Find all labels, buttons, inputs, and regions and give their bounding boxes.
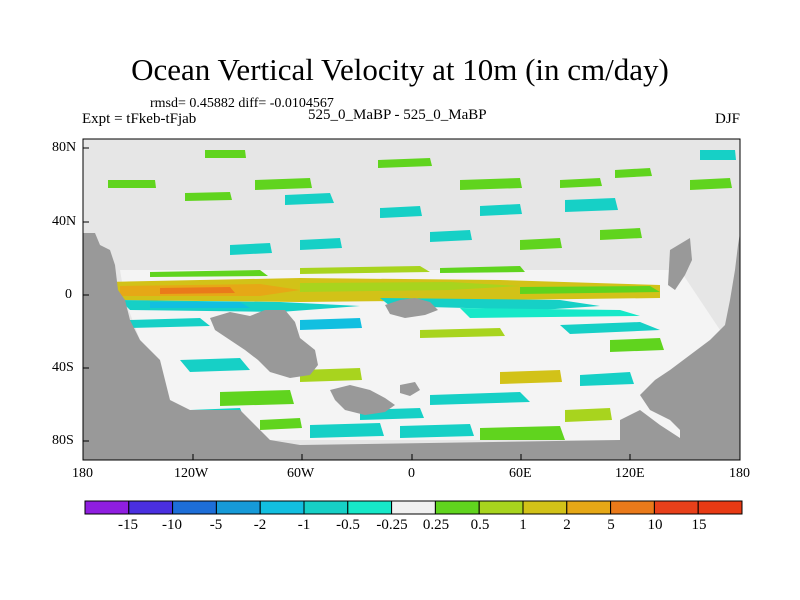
colorbar-label: 15	[691, 517, 707, 533]
colorbar-swatch	[128, 500, 174, 515]
colorbar-label: 0.25	[422, 517, 450, 533]
land-island-southcentral	[400, 382, 420, 396]
colorbar-label: -5	[209, 517, 223, 533]
lon-label-60w: 60W	[287, 466, 315, 481]
lon-label-120w: 120W	[174, 466, 209, 481]
land-west-continent	[83, 233, 300, 460]
lat-label-80s: 80S	[52, 433, 74, 448]
land-central-continent	[210, 310, 318, 378]
land-northeast-island	[668, 238, 692, 290]
lat-ticks	[83, 147, 89, 442]
colorbar-label: 5	[607, 517, 615, 533]
colorbar-swatch	[303, 500, 349, 515]
colorbar-label: 10	[647, 517, 663, 533]
lon-label-180-east: 180	[729, 466, 750, 481]
colorbar-swatch	[391, 500, 436, 515]
contour-patches	[105, 150, 736, 440]
lat-label-80n: 80N	[52, 140, 77, 155]
lat-label-40n: 40N	[52, 214, 77, 229]
land-east-continent	[620, 233, 740, 460]
colorbar-swatch	[84, 500, 130, 515]
season-label: DJF	[714, 111, 740, 127]
colorbar-swatch	[653, 500, 699, 515]
colorbar-label: -0.5	[336, 517, 360, 533]
lon-label-120e: 120E	[615, 466, 645, 481]
colorbar-swatch	[347, 500, 393, 515]
colorbar-label: -10	[162, 517, 182, 533]
colorbar-label: -1	[297, 517, 311, 533]
lat-label-40s: 40S	[52, 360, 74, 375]
colorbar	[84, 500, 743, 515]
lat-label-0: 0	[65, 287, 72, 302]
experiment-label: Expt = tFkeb-tFjab	[82, 111, 197, 127]
colorbar-swatch	[610, 500, 655, 515]
land-antarctic-coast	[300, 440, 620, 460]
land-island-equatorial	[385, 298, 438, 318]
colorbar-swatch	[566, 500, 612, 515]
colorbar-swatch	[478, 500, 524, 515]
colorbar-label: -15	[118, 517, 138, 533]
colorbar-label: -2	[253, 517, 267, 533]
lon-label-180-west: 180	[72, 466, 93, 481]
colorbar-swatch	[215, 500, 261, 515]
colorbar-label: 1	[519, 517, 527, 533]
colorbar-swatch	[697, 500, 743, 515]
stats-line: rmsd= 0.45882 diff= -0.0104567	[150, 96, 334, 111]
land-masses	[83, 233, 740, 460]
colorbar-label: -0.25	[376, 517, 408, 533]
land-island-southwest	[330, 385, 395, 415]
colorbar-swatch	[172, 500, 217, 515]
chart-title: Ocean Vertical Velocity at 10m (in cm/da…	[131, 52, 669, 87]
colorbar-swatch	[259, 500, 305, 515]
colorbar-label: 0.5	[470, 517, 490, 533]
colorbar-swatch	[434, 500, 480, 515]
case-label: 525_0_MaBP - 525_0_MaBP	[308, 107, 487, 123]
colorbar-swatch	[522, 500, 568, 515]
lon-label-60e: 60E	[509, 466, 532, 481]
lon-ticks	[192, 454, 631, 460]
lon-label-0: 0	[408, 466, 415, 481]
colorbar-label: 2	[563, 517, 571, 533]
